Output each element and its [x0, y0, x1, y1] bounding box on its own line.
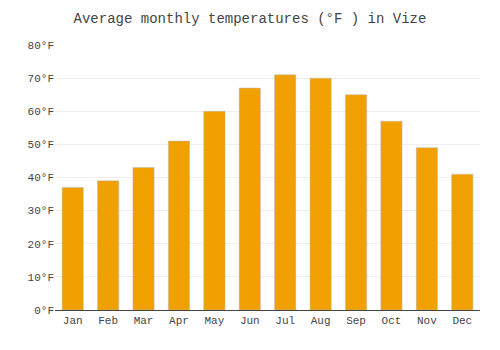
svg-text:Jan: Jan [63, 315, 83, 327]
svg-text:80°F: 80°F [28, 40, 54, 52]
svg-text:Mar: Mar [134, 315, 154, 327]
svg-text:Sep: Sep [346, 315, 366, 327]
svg-text:Aug: Aug [311, 315, 331, 327]
svg-text:0°F: 0°F [34, 305, 54, 317]
svg-text:70°F: 70°F [28, 73, 54, 85]
svg-text:60°F: 60°F [28, 106, 54, 118]
svg-text:Average monthly temperatures (: Average monthly temperatures (°F ) in Vi… [74, 11, 427, 27]
svg-text:May: May [204, 315, 224, 327]
svg-text:Jun: Jun [240, 315, 260, 327]
svg-text:20°F: 20°F [28, 239, 54, 251]
svg-text:Apr: Apr [169, 315, 189, 327]
svg-text:40°F: 40°F [28, 172, 54, 184]
svg-text:Feb: Feb [98, 315, 118, 327]
svg-text:10°F: 10°F [28, 272, 54, 284]
svg-text:50°F: 50°F [28, 139, 54, 151]
svg-text:Nov: Nov [417, 315, 437, 327]
svg-text:Dec: Dec [452, 315, 472, 327]
svg-text:30°F: 30°F [28, 205, 54, 217]
svg-text:Oct: Oct [382, 315, 402, 327]
svg-text:Jul: Jul [275, 315, 295, 327]
